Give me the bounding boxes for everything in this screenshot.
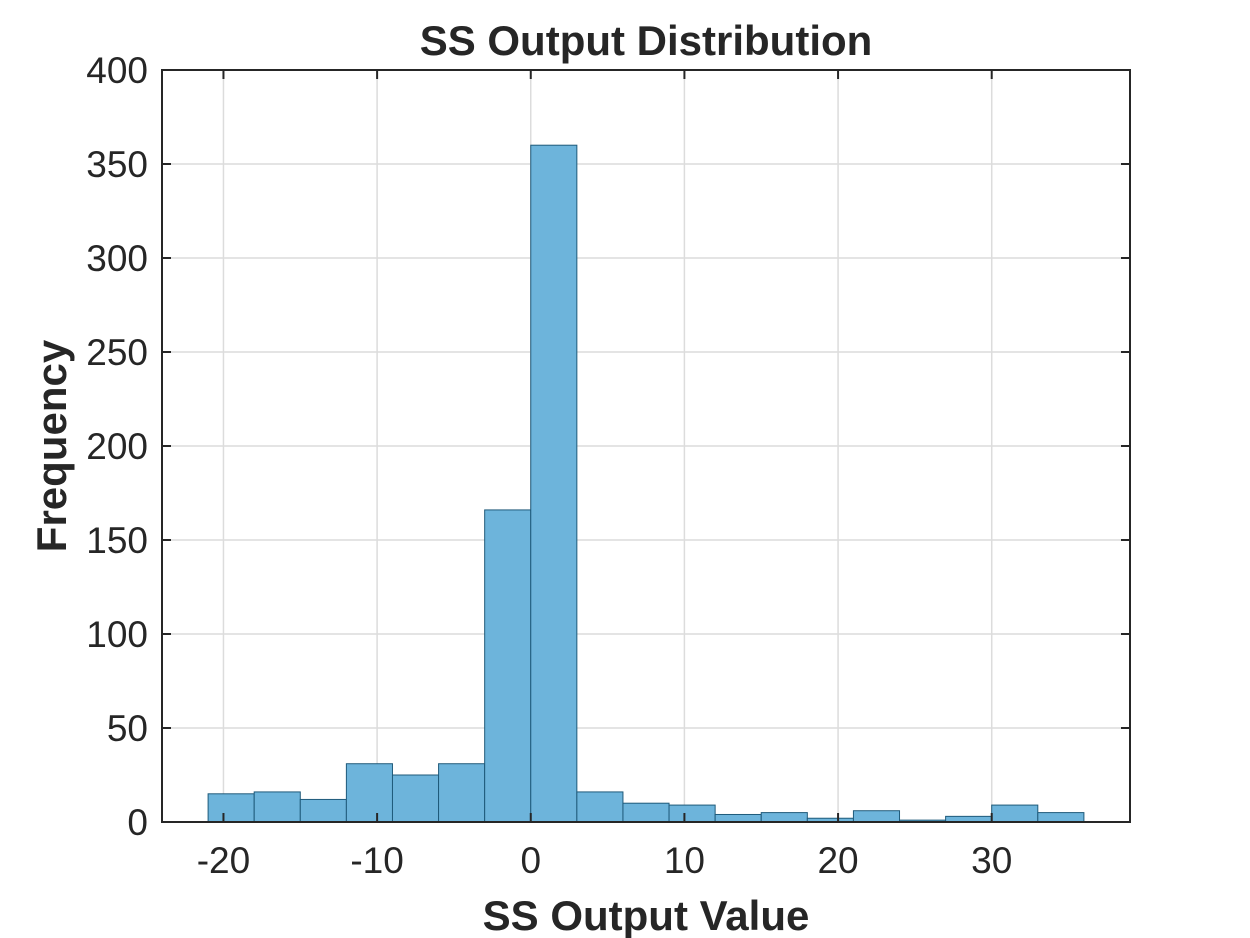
x-tick-label: 0 [520, 840, 541, 881]
y-axis-label: Frequency [28, 339, 75, 552]
y-tick-label: 100 [86, 614, 148, 655]
chart-title: SS Output Distribution [420, 17, 873, 64]
histogram-bar [391, 774, 440, 823]
histogram-bar [622, 802, 670, 823]
y-tick-label: 250 [86, 332, 148, 373]
histogram-bar [668, 804, 716, 823]
histogram-bar [253, 791, 301, 823]
x-axis-label: SS Output Value [483, 892, 810, 938]
histogram-bar [207, 793, 255, 823]
histogram-bar [345, 763, 393, 823]
x-tick-label: 20 [817, 840, 858, 881]
histogram-bar [576, 791, 624, 823]
x-tick-label: 10 [664, 840, 705, 881]
histogram-bar [299, 798, 347, 823]
x-tick-label: 30 [971, 840, 1012, 881]
y-tick-label: 200 [86, 426, 148, 467]
x-tick-label: -10 [350, 840, 403, 881]
x-tick-label: -20 [197, 840, 250, 881]
histogram-bar [1037, 812, 1085, 823]
y-tick-label: 300 [86, 238, 148, 279]
y-tick-label: 0 [127, 802, 148, 843]
histogram-bar [438, 763, 486, 823]
histogram-bar [852, 810, 901, 823]
y-tick-label: 50 [107, 708, 148, 749]
y-tick-label: 150 [86, 520, 148, 561]
y-tick-label: 400 [86, 50, 148, 91]
histogram-bar [484, 509, 532, 823]
histogram-bar [530, 144, 578, 823]
histogram-bar [991, 804, 1039, 823]
grid-lines [162, 69, 1130, 823]
y-tick-label: 350 [86, 144, 148, 185]
histogram-bar [760, 812, 808, 823]
histogram-bar [714, 813, 762, 823]
histogram-bars [207, 144, 1085, 823]
